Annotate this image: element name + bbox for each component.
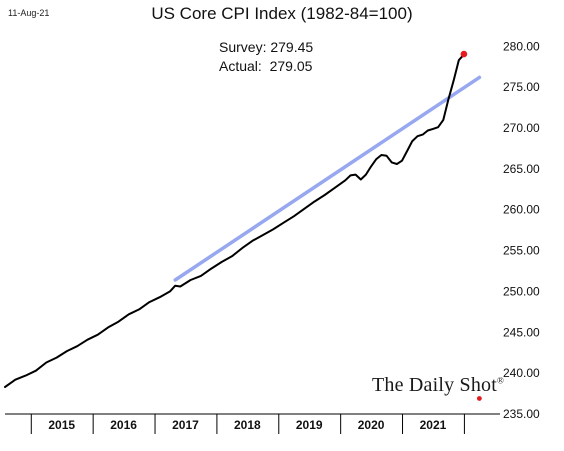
y-tick-label: 280.00 [503, 39, 540, 53]
watermark-logo: The Daily Shot® [372, 374, 504, 397]
y-tick-label: 250.00 [503, 284, 540, 298]
y-tick-label: 260.00 [503, 203, 540, 217]
x-category-label: 2018 [234, 418, 261, 432]
chart-highlight-points [460, 50, 482, 401]
y-tick-label: 235.00 [503, 407, 540, 421]
trend-line [173, 75, 482, 282]
survey-annotation: Survey: 279.45 [219, 39, 314, 55]
y-tick-label: 245.00 [503, 325, 540, 339]
watermark-dot [476, 396, 482, 401]
y-tick-label: 275.00 [503, 80, 540, 94]
chart-series [4, 53, 482, 388]
actual-annotation: Actual: 279.05 [219, 58, 313, 74]
latest-point [460, 50, 468, 58]
registered-mark: ® [497, 375, 505, 386]
y-tick-label: 240.00 [503, 366, 540, 380]
x-axis-category-labels: 2015 2016 2017 2018 2019 2020 2021 [48, 418, 446, 432]
y-tick-label: 255.00 [503, 244, 540, 258]
x-category-label: 2017 [172, 418, 199, 432]
x-category-label: 2021 [420, 418, 447, 432]
x-category-label: 2020 [358, 418, 385, 432]
chart-axes [5, 413, 500, 434]
core-cpi-line [4, 53, 465, 388]
watermark-text: The Daily Shot [372, 374, 498, 396]
x-category-label: 2016 [110, 418, 137, 432]
chart-title: US Core CPI Index (1982-84=100) [151, 4, 413, 23]
date-stamp: 11-Aug-21 [8, 8, 50, 18]
y-tick-label: 270.00 [503, 121, 540, 135]
y-axis-tick-labels: 235.00 240.00 245.00 250.00 255.00 260.00 265.… [503, 39, 540, 421]
x-category-label: 2015 [48, 418, 75, 432]
x-category-label: 2019 [296, 418, 323, 432]
y-tick-label: 265.00 [503, 162, 540, 176]
chart-annotation-box: Survey: 279.45 Actual: 279.05 [219, 38, 313, 76]
